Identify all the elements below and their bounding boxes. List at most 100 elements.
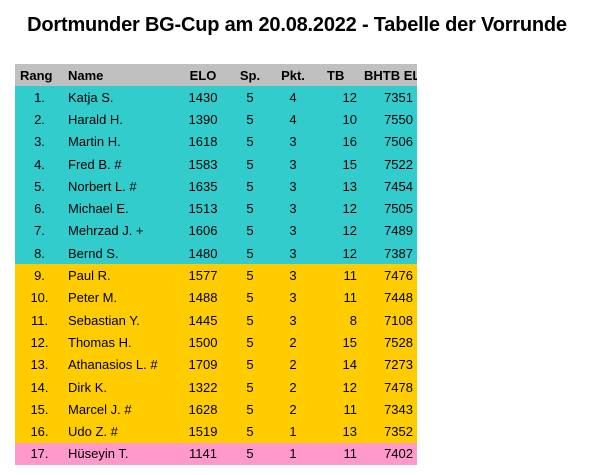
cell-elo: 1445 — [176, 308, 230, 332]
cell-elo: 1513 — [176, 197, 230, 220]
cell-tb: 13 — [316, 175, 363, 198]
cell-sp: 5 — [230, 86, 270, 109]
cell-elo: 1635 — [176, 175, 230, 198]
table-row: 15. Marcel J. #1628 5 2 11 7343 — [15, 398, 417, 421]
table-row: 8. Bernd S. 1480 5 3 12 7387 — [15, 242, 417, 265]
table-header-row: Rang Name ELO Sp. Pkt. TB BHTB ELO — [15, 64, 417, 86]
cell-name: Michael E. — [64, 197, 176, 220]
cell-name: Martin H. — [64, 130, 176, 153]
cell-elo: 1390 — [176, 108, 230, 131]
cell-tb: 12 — [316, 375, 363, 399]
table-row: 12. Thomas H. 1500 5 2 15 7528 — [15, 331, 417, 354]
cell-rang: 4. — [15, 152, 64, 176]
cell-sp: 5 — [230, 442, 270, 466]
table-row: 9. Paul R. 1577 5 3 11 7476 — [15, 264, 417, 287]
cell-name: Fred B. # — [64, 152, 176, 176]
cell-name: Athanasios L. # — [64, 353, 176, 376]
cell-sp: 5 — [230, 353, 270, 376]
cell-bhtb-elo: 7478 — [363, 375, 417, 399]
cell-elo: 1709 — [176, 353, 230, 376]
cell-tb: 14 — [316, 353, 363, 376]
cell-pkt: 2 — [270, 353, 316, 376]
cell-pkt: 1 — [270, 420, 316, 443]
cell-tb: 11 — [316, 442, 363, 466]
cell-name: Harald H. — [64, 108, 176, 131]
column-header-name: Name — [64, 64, 176, 86]
cell-bhtb-elo: 7476 — [363, 264, 417, 287]
cell-name: Mehrzad J. + — [64, 219, 176, 243]
cell-bhtb-elo: 7387 — [363, 242, 417, 265]
cell-elo: 1141 — [176, 442, 230, 466]
cell-tb: 10 — [316, 108, 363, 131]
cell-elo: 1618 — [176, 130, 230, 153]
cell-rang: 10. — [15, 286, 64, 309]
cell-elo: 1583 — [176, 152, 230, 176]
cell-rang: 5. — [15, 175, 64, 198]
cell-sp: 5 — [230, 130, 270, 153]
cell-name: Hüseyin T. — [64, 442, 176, 466]
cell-sp: 5 — [230, 264, 270, 287]
cell-bhtb-elo: 7108 — [363, 308, 417, 332]
cell-name: Paul R. — [64, 264, 176, 287]
column-header-bhtb-elo: BHTB ELO — [363, 64, 417, 86]
cell-rang: 9. — [15, 264, 64, 287]
cell-sp: 5 — [230, 375, 270, 399]
cell-pkt: 4 — [270, 108, 316, 131]
cell-sp: 5 — [230, 242, 270, 265]
cell-pkt: 3 — [270, 242, 316, 265]
table-row: 3. Martin H. 1618 5 3 16 7506 — [15, 130, 417, 153]
cell-pkt: 3 — [270, 286, 316, 309]
cell-name: Thomas H. — [64, 331, 176, 354]
cell-name: Udo Z. # — [64, 420, 176, 443]
cell-pkt: 3 — [270, 152, 316, 176]
cell-tb: 12 — [316, 86, 363, 109]
cell-elo: 1500 — [176, 331, 230, 354]
cell-bhtb-elo: 7402 — [363, 442, 417, 466]
cell-name: Marcel J. # — [64, 398, 176, 421]
table-row: 7. Mehrzad J. +1606 5 3 12 7489 — [15, 219, 417, 243]
cell-tb: 12 — [316, 197, 363, 220]
table-row: 10. Peter M. 1488 5 3 11 7448 — [15, 286, 417, 309]
cell-tb: 8 — [316, 308, 363, 332]
cell-tb: 13 — [316, 420, 363, 443]
cell-sp: 5 — [230, 219, 270, 243]
cell-bhtb-elo: 7528 — [363, 331, 417, 354]
cell-tb: 15 — [316, 152, 363, 176]
table-row: 16. Udo Z. #1519 5 1 13 7352 — [15, 420, 417, 443]
table-row: 17. Hüseyin T. 1141 5 1 11 7402 — [15, 442, 417, 466]
cell-sp: 5 — [230, 398, 270, 421]
column-header-sp: Sp. — [230, 64, 270, 86]
column-header-tb: TB — [316, 64, 363, 86]
cell-sp: 5 — [230, 420, 270, 443]
cell-rang: 11. — [15, 308, 64, 332]
cell-tb: 11 — [316, 286, 363, 309]
cell-sp: 5 — [230, 308, 270, 332]
cell-bhtb-elo: 7522 — [363, 152, 417, 176]
cell-pkt: 4 — [270, 86, 316, 109]
cell-bhtb-elo: 7454 — [363, 175, 417, 198]
cell-pkt: 3 — [270, 264, 316, 287]
cell-rang: 13. — [15, 353, 64, 376]
cell-elo: 1628 — [176, 398, 230, 421]
cell-elo: 1430 — [176, 86, 230, 109]
cell-bhtb-elo: 7343 — [363, 398, 417, 421]
cell-rang: 17. — [15, 442, 64, 466]
cell-name: Katja S. — [64, 86, 176, 109]
cell-sp: 5 — [230, 286, 270, 309]
table-row: 14. Dirk K. 1322 5 2 12 7478 — [15, 375, 417, 399]
cell-rang: 15. — [15, 398, 64, 421]
cell-rang: 7. — [15, 219, 64, 243]
cell-sp: 5 — [230, 108, 270, 131]
cell-pkt: 3 — [270, 308, 316, 332]
cell-elo: 1480 — [176, 242, 230, 265]
cell-name: Peter M. — [64, 286, 176, 309]
column-header-rang: Rang — [15, 64, 64, 86]
table-row: 1. Katja S. 1430 5 4 12 7351 — [15, 86, 417, 109]
cell-elo: 1577 — [176, 264, 230, 287]
cell-tb: 12 — [316, 242, 363, 265]
table-row: 13. Athanasios L. #1709 5 2 14 7273 — [15, 353, 417, 376]
cell-tb: 12 — [316, 219, 363, 243]
cell-pkt: 3 — [270, 175, 316, 198]
cell-bhtb-elo: 7489 — [363, 219, 417, 243]
table-row: 4. Fred B. #1583 5 3 15 7522 — [15, 152, 417, 176]
